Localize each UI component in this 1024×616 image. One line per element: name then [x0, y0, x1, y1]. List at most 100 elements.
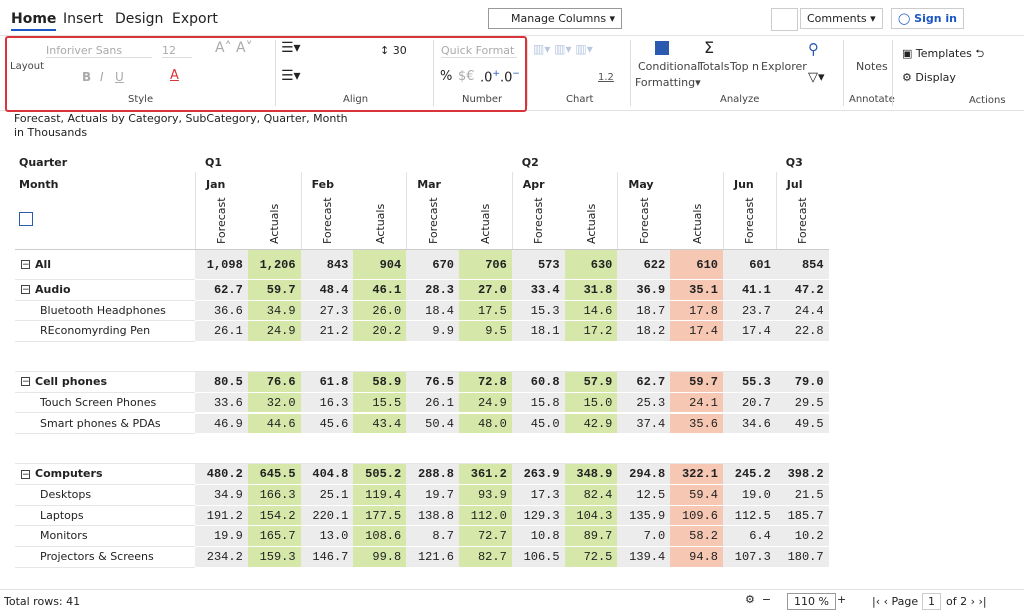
value: 17.4 — [723, 321, 776, 343]
row-label: Desktops — [15, 485, 195, 506]
font-grow[interactable]: A˄ A˅ — [215, 40, 253, 56]
quick-format-select[interactable]: Quick Format — [441, 44, 517, 58]
analyze-group-label: Analyze — [720, 94, 760, 105]
value: 135.9 — [617, 505, 671, 527]
group-value: 348.9 — [564, 464, 618, 485]
comments-text: Comments — [807, 12, 867, 25]
font-color-button[interactable]: A — [170, 68, 179, 83]
group-value: 263.9 — [511, 464, 565, 485]
currency-button[interactable]: $€ — [458, 69, 475, 84]
manage-columns-button[interactable]: Manage Columns ▾ — [488, 8, 623, 29]
zoom-controls[interactable]: ⚙ − — [745, 593, 772, 606]
font-size-select[interactable]: 12 — [162, 44, 192, 58]
measure-label: Forecast — [796, 197, 810, 244]
highlight-box — [5, 36, 527, 112]
value: 15.8 — [511, 392, 565, 414]
value: 26.1 — [195, 321, 248, 343]
value: 165.7 — [247, 526, 301, 547]
comment-icon[interactable] — [771, 8, 798, 31]
value: 14.6 — [564, 300, 618, 322]
group-row-label: Computers — [15, 464, 195, 485]
value: 59.4 — [670, 484, 723, 506]
value: 20.7 — [723, 392, 776, 414]
value: 121.6 — [406, 547, 459, 568]
chart-scale[interactable]: 1.2 — [598, 72, 614, 83]
quarter-label: Q3 — [785, 156, 803, 169]
report-title: Forecast, Actuals by Category, SubCatego… — [14, 112, 348, 125]
separator — [892, 40, 893, 106]
decimal-remove-button[interactable]: .0− — [500, 69, 520, 86]
measure-label: Forecast — [743, 197, 757, 244]
value: 7.0 — [617, 526, 671, 547]
bold-button[interactable]: B — [82, 70, 92, 84]
underline-button[interactable]: U — [115, 70, 124, 84]
conditional-text[interactable]: Conditional — [638, 60, 701, 73]
layout-button[interactable]: Layout — [10, 61, 44, 72]
tab-home[interactable]: Home — [11, 11, 57, 31]
measure-label: Actuals — [690, 203, 704, 244]
page-input[interactable]: 1 — [922, 593, 941, 610]
chart-group-label: Chart — [566, 94, 594, 105]
value: 44.6 — [247, 413, 301, 435]
zoom-in[interactable]: + — [837, 593, 847, 606]
chart-icons[interactable]: ▥▾ ▥▾ ▥▾ — [533, 42, 593, 56]
percent-button[interactable]: % — [440, 69, 453, 84]
display-button[interactable]: ⚙ Display — [902, 71, 956, 84]
search-icon[interactable]: ⚲ — [808, 40, 819, 58]
value: 17.3 — [511, 484, 565, 506]
tab-export[interactable]: Export — [172, 11, 218, 27]
group-value: 60.8 — [511, 372, 565, 393]
expand-icon: − — [21, 469, 30, 480]
value: 185.7 — [775, 505, 829, 527]
group-row-label: Cell phones — [15, 372, 195, 393]
formatting-text[interactable]: Formatting▾ — [635, 76, 701, 89]
value: 20.2 — [353, 321, 407, 343]
value: 82.7 — [459, 547, 512, 568]
value: 18.7 — [617, 300, 671, 322]
value: 93.9 — [459, 484, 512, 506]
tab-insert[interactable]: Insert — [63, 11, 104, 27]
filter-icon[interactable]: ▽▾ — [808, 70, 825, 85]
group-value: 35.1 — [670, 280, 723, 301]
group-value: 41.1 — [723, 280, 776, 301]
value: 9.5 — [459, 321, 512, 343]
spacer-row — [15, 434, 829, 465]
align-icon[interactable]: ☰▾ — [281, 40, 301, 56]
sign-in-button[interactable]: ◯ Sign in — [891, 8, 964, 29]
templates-text: Templates — [915, 47, 972, 60]
row-label: Smart phones & PDAs — [15, 414, 195, 435]
group-value: 62.7 — [617, 372, 671, 393]
value: 112.5 — [723, 505, 776, 527]
decimal-add-button[interactable]: .0+ — [480, 69, 500, 86]
value: 49.5 — [775, 413, 829, 435]
value: 99.8 — [353, 547, 407, 568]
top-n-button[interactable]: Top n — [730, 60, 760, 73]
comments-button[interactable]: Comments ▾ — [800, 8, 883, 29]
row-spacing[interactable]: ↕ 30 — [380, 44, 407, 57]
zoom-value[interactable]: 110 % — [787, 593, 836, 610]
valign-icon[interactable]: ☰▾ — [281, 68, 301, 84]
value: 12.5 — [617, 484, 671, 506]
group-value: 59.7 — [670, 372, 723, 393]
value: 34.9 — [247, 300, 301, 322]
totals-button[interactable]: Totals — [698, 60, 730, 73]
explorer-button[interactable]: Explorer — [761, 60, 807, 73]
display-text: Display — [915, 71, 956, 84]
select-icon — [19, 212, 33, 226]
notes-button[interactable]: Notes — [856, 60, 888, 73]
header-label: Month — [19, 178, 59, 191]
formatting-label: Formatting — [635, 76, 696, 89]
value: 25.1 — [300, 484, 354, 506]
group-value: 76.5 — [406, 372, 459, 393]
value: 34.9 — [195, 484, 248, 506]
group-value: 245.2 — [723, 464, 776, 485]
italic-button[interactable]: I — [100, 70, 104, 84]
templates-button[interactable]: ▣ Templates ⮌ — [902, 47, 985, 60]
font-select[interactable]: Inforiver Sans — [46, 44, 152, 58]
value: 72.5 — [564, 547, 618, 568]
value: 159.3 — [247, 547, 301, 568]
value: 89.7 — [564, 526, 618, 547]
month-label: Jun — [723, 172, 776, 250]
actions-group-label: Actions — [969, 95, 1006, 106]
tab-design[interactable]: Design — [115, 11, 164, 27]
